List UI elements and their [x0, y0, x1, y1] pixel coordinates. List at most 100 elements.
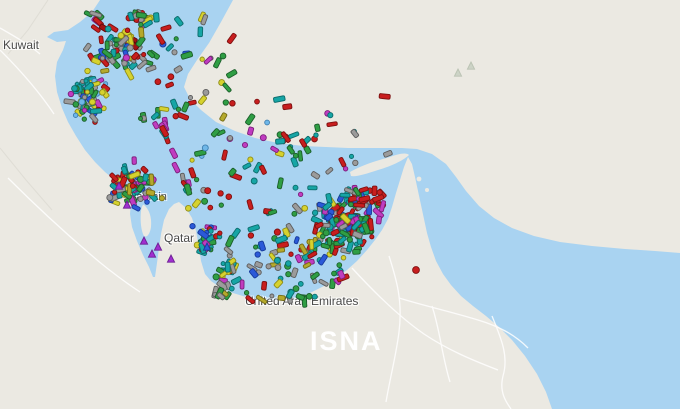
ship-marker[interactable]	[152, 121, 160, 130]
ship-marker[interactable]	[293, 236, 300, 245]
ship-dot-marker[interactable]	[247, 232, 255, 239]
ship-dot-marker[interactable]	[291, 210, 298, 217]
ship-marker[interactable]	[351, 220, 362, 231]
ship-dot-marker[interactable]	[154, 78, 162, 86]
ship-dot-marker[interactable]	[207, 204, 214, 211]
ship-marker[interactable]	[83, 82, 95, 92]
ship-marker[interactable]	[127, 11, 135, 21]
ship-marker[interactable]	[339, 223, 348, 231]
ship-marker[interactable]	[128, 171, 141, 180]
ship-dot-marker[interactable]	[348, 201, 354, 208]
ship-marker[interactable]	[89, 113, 99, 123]
ship-marker[interactable]	[225, 235, 235, 248]
ship-marker[interactable]	[156, 33, 166, 45]
ship-marker[interactable]	[165, 81, 174, 89]
ship-dot-marker[interactable]	[311, 209, 319, 216]
ship-dot-marker[interactable]	[297, 191, 304, 198]
ship-marker[interactable]	[325, 167, 334, 175]
ship-dot-marker[interactable]	[113, 42, 119, 48]
ship-dot-marker[interactable]	[336, 262, 343, 268]
ship-marker[interactable]	[109, 172, 119, 182]
ship-marker[interactable]	[246, 199, 254, 211]
ship-marker[interactable]	[337, 269, 346, 280]
ship-marker[interactable]	[330, 228, 340, 237]
ship-dot-marker[interactable]	[225, 193, 233, 200]
ship-dot-marker[interactable]	[273, 228, 281, 236]
navaid-marker[interactable]	[202, 241, 212, 251]
ship-marker[interactable]	[350, 128, 360, 139]
ship-dot-marker[interactable]	[292, 285, 300, 292]
ship-dot-marker[interactable]	[241, 141, 249, 149]
ship-marker[interactable]	[307, 185, 318, 191]
ship-marker[interactable]	[158, 106, 170, 112]
ship-dot-marker[interactable]	[141, 52, 147, 58]
ship-marker[interactable]	[307, 250, 318, 259]
ship-marker[interactable]	[188, 167, 197, 179]
navaid-marker[interactable]	[139, 235, 149, 245]
ship-dot-marker[interactable]	[297, 281, 304, 287]
ship-marker[interactable]	[268, 209, 278, 216]
ship-dot-marker[interactable]	[327, 112, 334, 119]
ship-dot-marker[interactable]	[412, 266, 420, 274]
ship-marker[interactable]	[276, 177, 284, 190]
ship-dot-marker[interactable]	[243, 290, 250, 296]
ship-dot-marker[interactable]	[311, 293, 318, 300]
ship-dot-marker[interactable]	[259, 134, 267, 142]
ship-marker[interactable]	[247, 126, 255, 136]
ship-marker[interactable]	[117, 35, 130, 47]
ship-dot-marker[interactable]	[342, 166, 349, 172]
ship-marker[interactable]	[258, 240, 266, 252]
ship-marker[interactable]	[292, 202, 303, 215]
ship-dot-marker[interactable]	[189, 223, 196, 230]
ship-marker[interactable]	[344, 187, 354, 194]
ship-marker[interactable]	[372, 194, 385, 203]
ship-dot-marker[interactable]	[212, 273, 220, 281]
ship-marker[interactable]	[288, 131, 300, 139]
ship-marker[interactable]	[285, 289, 295, 300]
ship-dot-marker[interactable]	[84, 89, 90, 95]
ship-marker[interactable]	[180, 51, 194, 60]
ship-dot-marker[interactable]	[217, 190, 224, 197]
ship-marker[interactable]	[131, 156, 137, 165]
ship-marker[interactable]	[101, 49, 113, 59]
ship-marker[interactable]	[383, 150, 393, 158]
navaid-marker[interactable]	[122, 199, 132, 209]
ship-dot-marker[interactable]	[189, 157, 195, 163]
ship-marker[interactable]	[352, 248, 361, 255]
ship-marker[interactable]	[294, 254, 303, 264]
ship-marker[interactable]	[230, 276, 242, 285]
navaid-marker[interactable]	[114, 180, 124, 190]
ship-marker[interactable]	[142, 173, 149, 182]
ship-marker[interactable]	[107, 23, 119, 33]
ship-marker[interactable]	[197, 228, 209, 240]
ship-marker[interactable]	[171, 161, 181, 174]
ship-dot-marker[interactable]	[220, 261, 226, 267]
ship-marker[interactable]	[273, 278, 284, 289]
ship-dot-marker[interactable]	[219, 52, 227, 60]
ship-marker[interactable]	[226, 69, 238, 79]
ship-marker[interactable]	[197, 26, 204, 38]
ship-marker[interactable]	[358, 186, 369, 193]
ship-dot-marker[interactable]	[208, 228, 214, 234]
ship-marker[interactable]	[160, 24, 172, 32]
ship-marker[interactable]	[282, 227, 291, 238]
ship-marker[interactable]	[274, 234, 288, 244]
ship-marker[interactable]	[309, 239, 315, 250]
ship-dot-marker[interactable]	[88, 98, 96, 106]
ship-marker[interactable]	[378, 200, 387, 213]
ship-dot-marker[interactable]	[122, 54, 130, 62]
ship-dot-marker[interactable]	[273, 257, 281, 264]
ship-marker[interactable]	[322, 201, 332, 211]
ship-dot-marker[interactable]	[292, 184, 299, 191]
ship-marker[interactable]	[302, 262, 312, 269]
ship-dot-marker[interactable]	[137, 195, 144, 203]
ship-marker[interactable]	[136, 59, 148, 70]
ship-dot-marker[interactable]	[229, 100, 236, 107]
navaid-marker[interactable]	[453, 67, 463, 77]
ship-marker[interactable]	[198, 95, 207, 105]
ship-dot-marker[interactable]	[111, 189, 118, 195]
ship-dot-marker[interactable]	[301, 204, 309, 212]
ship-marker[interactable]	[275, 138, 286, 145]
ship-marker[interactable]	[340, 213, 351, 225]
ship-dot-marker[interactable]	[67, 90, 75, 98]
